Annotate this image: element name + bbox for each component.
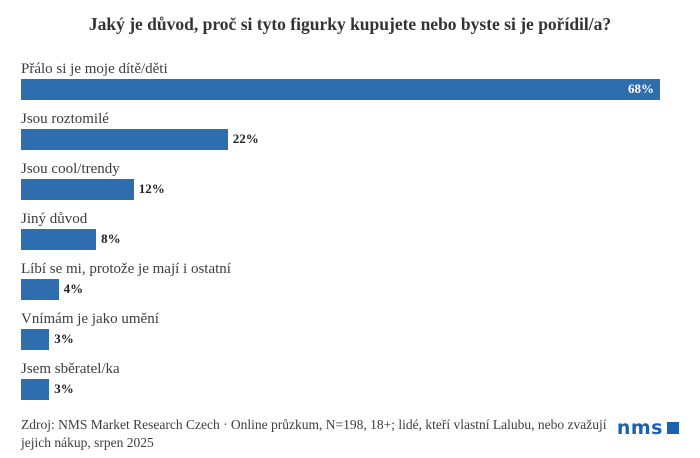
category-label: Přálo si je moje dítě/děti xyxy=(21,60,168,77)
bar-row: Jsem sběratel/ka 3% xyxy=(21,361,679,400)
category-label: Jsem sběratel/ka xyxy=(21,360,120,377)
value-label: 8% xyxy=(101,231,121,247)
bar xyxy=(21,128,228,150)
bar xyxy=(21,228,97,250)
source-note: Zdroj: NMS Market Research Czech · Onlin… xyxy=(21,416,607,451)
bar-track: 12% xyxy=(21,178,660,200)
value-label: 4% xyxy=(63,281,84,297)
bar-chart-rows: Přálo si je moje dítě/děti 68% Jsou roztom… xyxy=(21,61,679,400)
category-label: Jsou roztomilé xyxy=(21,110,109,127)
bar-row: Jiný důvod 8% xyxy=(21,211,679,250)
bar-row: Líbí se mi, protože je mají i ostatní 4% xyxy=(21,261,679,300)
bar-track: 3% xyxy=(21,378,660,400)
bar-track: 3% xyxy=(21,328,660,350)
category-label: Jiný důvod xyxy=(21,210,88,227)
bar-row: Vnímám je jako umění 3% xyxy=(21,311,679,350)
chart-footer: Zdroj: NMS Market Research Czech · Onlin… xyxy=(21,416,679,453)
category-label: Jsou cool/trendy xyxy=(21,160,120,177)
bar-track: 22% xyxy=(21,128,660,150)
bar-track: 68% xyxy=(21,78,660,100)
bar-chart: Přálo si je moje dítě/děti 68% Jsou roztom… xyxy=(21,61,679,400)
bar xyxy=(21,378,50,400)
chart-title: Jaký je důvod, proč si tyto figurky kupu… xyxy=(88,14,612,34)
bar-track: 4% xyxy=(21,278,660,300)
bar-row: Jsou cool/trendy 12% xyxy=(21,161,679,200)
value-label: 3% xyxy=(54,331,74,347)
bar xyxy=(21,278,59,300)
value-label: 3% xyxy=(54,381,74,397)
value-label: 68% xyxy=(628,81,654,97)
nms-logo-text: nms xyxy=(616,416,663,439)
bar-track: 8% xyxy=(21,228,660,250)
bar-row: Jsou roztomilé 22% xyxy=(21,111,679,150)
value-label: 12% xyxy=(138,181,165,197)
bar xyxy=(21,328,50,350)
bar xyxy=(21,178,134,200)
category-label: Líbí se mi, protože je mají i ostatní xyxy=(21,260,231,277)
bar-row: Přálo si je moje dítě/děti 68% xyxy=(21,61,679,100)
category-label: Vnímám je jako umění xyxy=(21,310,159,327)
nms-logo-square-icon xyxy=(667,422,679,435)
nms-logo: nms xyxy=(616,416,679,439)
value-label: 22% xyxy=(232,131,259,147)
bar: 68% xyxy=(21,78,660,100)
